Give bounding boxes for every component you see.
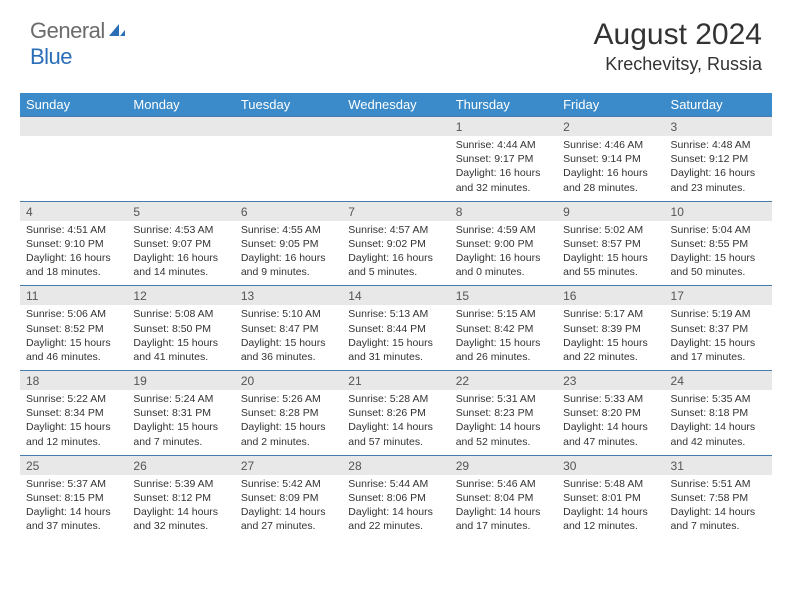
- day-number: 4: [20, 201, 127, 221]
- day-number: 5: [127, 201, 234, 221]
- day-number: 15: [450, 286, 557, 306]
- day-number-row: 11121314151617: [20, 286, 772, 306]
- page-header: General Blue August 2024 Krechevitsy, Ru…: [0, 0, 792, 85]
- day-detail: Sunrise: 5:02 AM Sunset: 8:57 PM Dayligh…: [557, 221, 664, 286]
- day-detail: Sunrise: 5:26 AM Sunset: 8:28 PM Dayligh…: [235, 390, 342, 455]
- day-number: 7: [342, 201, 449, 221]
- day-number: 28: [342, 455, 449, 475]
- day-number: 19: [127, 371, 234, 391]
- location-label: Krechevitsy, Russia: [594, 54, 762, 75]
- day-header: Saturday: [665, 93, 772, 117]
- day-number: 17: [665, 286, 772, 306]
- day-detail-row: Sunrise: 4:44 AM Sunset: 9:17 PM Dayligh…: [20, 136, 772, 201]
- day-number-row: 45678910: [20, 201, 772, 221]
- day-detail: Sunrise: 5:22 AM Sunset: 8:34 PM Dayligh…: [20, 390, 127, 455]
- day-detail: Sunrise: 5:15 AM Sunset: 8:42 PM Dayligh…: [450, 305, 557, 370]
- day-number: 31: [665, 455, 772, 475]
- day-number-row: 123: [20, 117, 772, 137]
- day-detail: [342, 136, 449, 201]
- day-number-row: 25262728293031: [20, 455, 772, 475]
- day-detail: Sunrise: 4:55 AM Sunset: 9:05 PM Dayligh…: [235, 221, 342, 286]
- day-detail: Sunrise: 5:06 AM Sunset: 8:52 PM Dayligh…: [20, 305, 127, 370]
- title-block: August 2024 Krechevitsy, Russia: [594, 18, 762, 75]
- day-detail-row: Sunrise: 4:51 AM Sunset: 9:10 PM Dayligh…: [20, 221, 772, 286]
- day-detail: Sunrise: 4:46 AM Sunset: 9:14 PM Dayligh…: [557, 136, 664, 201]
- day-number: 2: [557, 117, 664, 137]
- day-detail: Sunrise: 5:28 AM Sunset: 8:26 PM Dayligh…: [342, 390, 449, 455]
- day-number: 10: [665, 201, 772, 221]
- day-detail: Sunrise: 5:42 AM Sunset: 8:09 PM Dayligh…: [235, 475, 342, 540]
- day-number: 22: [450, 371, 557, 391]
- day-number: 11: [20, 286, 127, 306]
- day-detail: Sunrise: 5:37 AM Sunset: 8:15 PM Dayligh…: [20, 475, 127, 540]
- brand-part1: General: [30, 18, 105, 43]
- day-number: 29: [450, 455, 557, 475]
- brand-part2: Blue: [30, 44, 72, 69]
- day-detail: Sunrise: 4:44 AM Sunset: 9:17 PM Dayligh…: [450, 136, 557, 201]
- day-number: [20, 117, 127, 137]
- day-detail: Sunrise: 5:24 AM Sunset: 8:31 PM Dayligh…: [127, 390, 234, 455]
- day-detail: [127, 136, 234, 201]
- day-detail: Sunrise: 5:35 AM Sunset: 8:18 PM Dayligh…: [665, 390, 772, 455]
- day-number: 12: [127, 286, 234, 306]
- day-header: Thursday: [450, 93, 557, 117]
- day-detail: Sunrise: 5:48 AM Sunset: 8:01 PM Dayligh…: [557, 475, 664, 540]
- day-detail: Sunrise: 5:10 AM Sunset: 8:47 PM Dayligh…: [235, 305, 342, 370]
- day-detail: Sunrise: 5:13 AM Sunset: 8:44 PM Dayligh…: [342, 305, 449, 370]
- day-number: 21: [342, 371, 449, 391]
- day-number: 26: [127, 455, 234, 475]
- day-number: [127, 117, 234, 137]
- day-number: 1: [450, 117, 557, 137]
- day-detail: Sunrise: 4:57 AM Sunset: 9:02 PM Dayligh…: [342, 221, 449, 286]
- day-detail: [235, 136, 342, 201]
- day-number: [342, 117, 449, 137]
- day-header: Tuesday: [235, 93, 342, 117]
- day-detail: Sunrise: 5:51 AM Sunset: 7:58 PM Dayligh…: [665, 475, 772, 540]
- day-header: Friday: [557, 93, 664, 117]
- day-number: 14: [342, 286, 449, 306]
- day-number: [235, 117, 342, 137]
- day-detail: Sunrise: 4:51 AM Sunset: 9:10 PM Dayligh…: [20, 221, 127, 286]
- day-number: 27: [235, 455, 342, 475]
- day-header-row: SundayMondayTuesdayWednesdayThursdayFrid…: [20, 93, 772, 117]
- day-detail-row: Sunrise: 5:06 AM Sunset: 8:52 PM Dayligh…: [20, 305, 772, 370]
- day-detail: Sunrise: 5:31 AM Sunset: 8:23 PM Dayligh…: [450, 390, 557, 455]
- day-detail: Sunrise: 5:19 AM Sunset: 8:37 PM Dayligh…: [665, 305, 772, 370]
- day-detail: Sunrise: 5:08 AM Sunset: 8:50 PM Dayligh…: [127, 305, 234, 370]
- day-header: Monday: [127, 93, 234, 117]
- day-header: Sunday: [20, 93, 127, 117]
- day-number: 16: [557, 286, 664, 306]
- day-number: 24: [665, 371, 772, 391]
- day-detail: [20, 136, 127, 201]
- day-detail: Sunrise: 5:39 AM Sunset: 8:12 PM Dayligh…: [127, 475, 234, 540]
- day-detail: Sunrise: 5:04 AM Sunset: 8:55 PM Dayligh…: [665, 221, 772, 286]
- day-number-row: 18192021222324: [20, 371, 772, 391]
- day-detail-row: Sunrise: 5:22 AM Sunset: 8:34 PM Dayligh…: [20, 390, 772, 455]
- day-detail: Sunrise: 4:48 AM Sunset: 9:12 PM Dayligh…: [665, 136, 772, 201]
- day-number: 3: [665, 117, 772, 137]
- day-number: 6: [235, 201, 342, 221]
- day-number: 25: [20, 455, 127, 475]
- day-number: 13: [235, 286, 342, 306]
- day-detail-row: Sunrise: 5:37 AM Sunset: 8:15 PM Dayligh…: [20, 475, 772, 540]
- brand-logo: General Blue: [30, 18, 127, 70]
- day-header: Wednesday: [342, 93, 449, 117]
- day-detail: Sunrise: 5:17 AM Sunset: 8:39 PM Dayligh…: [557, 305, 664, 370]
- day-number: 18: [20, 371, 127, 391]
- month-title: August 2024: [594, 18, 762, 52]
- day-number: 30: [557, 455, 664, 475]
- day-detail: Sunrise: 5:46 AM Sunset: 8:04 PM Dayligh…: [450, 475, 557, 540]
- calendar-table: SundayMondayTuesdayWednesdayThursdayFrid…: [20, 93, 772, 539]
- day-detail: Sunrise: 4:53 AM Sunset: 9:07 PM Dayligh…: [127, 221, 234, 286]
- day-number: 23: [557, 371, 664, 391]
- day-number: 8: [450, 201, 557, 221]
- day-number: 20: [235, 371, 342, 391]
- day-detail: Sunrise: 5:33 AM Sunset: 8:20 PM Dayligh…: [557, 390, 664, 455]
- sail-icon: [107, 18, 127, 43]
- day-detail: Sunrise: 5:44 AM Sunset: 8:06 PM Dayligh…: [342, 475, 449, 540]
- day-detail: Sunrise: 4:59 AM Sunset: 9:00 PM Dayligh…: [450, 221, 557, 286]
- day-number: 9: [557, 201, 664, 221]
